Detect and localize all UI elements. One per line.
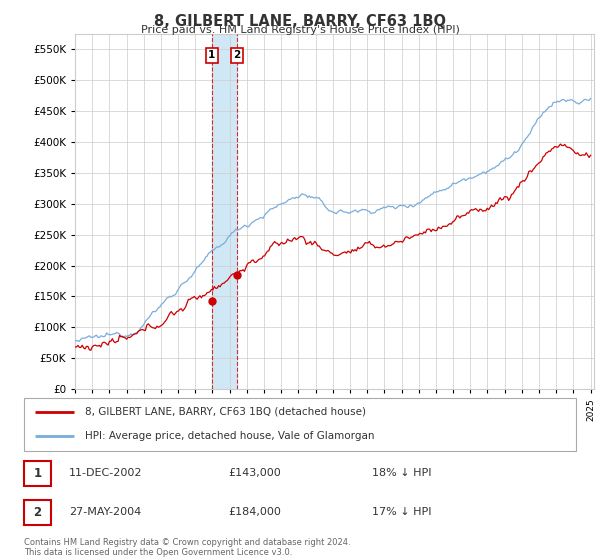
Text: 17% ↓ HPI: 17% ↓ HPI [372, 507, 431, 517]
Text: 8, GILBERT LANE, BARRY, CF63 1BQ (detached house): 8, GILBERT LANE, BARRY, CF63 1BQ (detach… [85, 407, 366, 417]
Text: £143,000: £143,000 [228, 468, 281, 478]
Text: 1: 1 [208, 50, 215, 60]
Text: 2: 2 [34, 506, 41, 519]
Text: 11-DEC-2002: 11-DEC-2002 [69, 468, 143, 478]
FancyBboxPatch shape [24, 398, 576, 451]
Text: Price paid vs. HM Land Registry's House Price Index (HPI): Price paid vs. HM Land Registry's House … [140, 25, 460, 35]
Text: 8, GILBERT LANE, BARRY, CF63 1BQ: 8, GILBERT LANE, BARRY, CF63 1BQ [154, 14, 446, 29]
Text: 2: 2 [233, 50, 241, 60]
Bar [212, 34, 237, 389]
Text: 27-MAY-2004: 27-MAY-2004 [69, 507, 141, 517]
Text: 1: 1 [34, 466, 41, 480]
Text: HPI: Average price, detached house, Vale of Glamorgan: HPI: Average price, detached house, Vale… [85, 431, 374, 441]
Text: £184,000: £184,000 [228, 507, 281, 517]
Text: 18% ↓ HPI: 18% ↓ HPI [372, 468, 431, 478]
Text: Contains HM Land Registry data © Crown copyright and database right 2024.
This d: Contains HM Land Registry data © Crown c… [24, 538, 350, 557]
